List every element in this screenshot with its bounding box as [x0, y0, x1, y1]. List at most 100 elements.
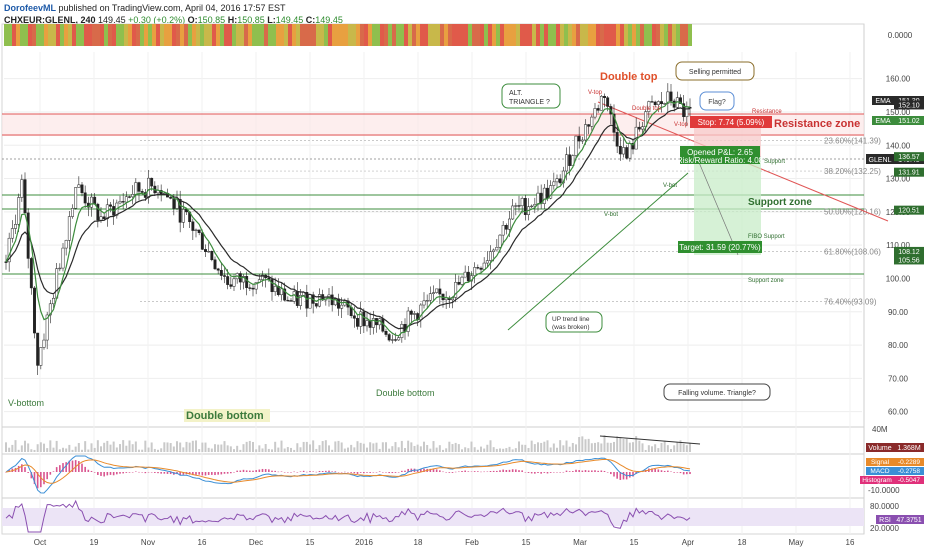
macd-histogram-bar — [97, 472, 99, 475]
strip-axis-label: 0.0000 — [888, 31, 913, 40]
candle-body — [485, 260, 489, 264]
rsi-line — [5, 499, 691, 533]
macd-histogram-bar — [17, 465, 20, 472]
fib-level-label: 50.00%(120.16) — [824, 207, 881, 216]
candle-body — [99, 216, 103, 221]
heat-strip-cell — [584, 24, 588, 46]
macd-histogram-bar — [432, 469, 435, 472]
candle-body — [422, 300, 426, 306]
heat-strip-cell — [300, 24, 304, 46]
volume-bar — [74, 446, 77, 452]
volume-bar — [11, 444, 14, 452]
heat-strip-cell — [656, 24, 660, 46]
volume-tag-label: Volume — [868, 445, 891, 452]
candle-body — [248, 287, 252, 289]
volume-bar — [305, 441, 308, 452]
macd-histogram-bar — [673, 472, 675, 473]
volume-bar — [112, 441, 115, 452]
candle-body — [286, 299, 290, 302]
volume-bar — [511, 449, 514, 452]
candle-body — [574, 135, 578, 156]
time-tick-label: Dec — [249, 538, 263, 547]
heat-strip-cell — [72, 24, 76, 46]
candle-body — [409, 310, 413, 315]
macd-histogram-bar — [511, 469, 514, 472]
heat-strip-cell — [568, 24, 572, 46]
macd-histogram-bar — [429, 468, 432, 472]
volume-bar — [400, 440, 403, 452]
heat-strip-cell — [60, 24, 64, 46]
symbol-label[interactable]: CHXEUR:GLENL, 240 — [4, 15, 96, 25]
candle-body — [131, 194, 135, 198]
heat-strip-cell — [284, 24, 288, 46]
macd-histogram-bar — [556, 472, 558, 473]
heat-strip-cell — [620, 24, 624, 46]
price-tag-box — [894, 152, 924, 162]
macd-histogram-bar — [36, 472, 39, 489]
volume-bar — [103, 442, 106, 452]
heat-strip-cell — [460, 24, 464, 46]
candle-body — [23, 179, 27, 214]
selling-permitted-callout: Selling permitted — [675, 61, 755, 81]
macd-histogram-bar — [515, 469, 517, 472]
candle-body — [660, 101, 663, 105]
volume-bar — [138, 449, 140, 452]
volume-bar — [195, 440, 197, 452]
volume-bar — [407, 440, 410, 452]
price-tick-label: 70.00 — [888, 374, 909, 383]
heat-strip-cell — [200, 24, 204, 46]
heat-strip-cell — [488, 24, 492, 46]
price-tag-value: 136.57 — [898, 154, 920, 161]
heat-strip-cell — [588, 24, 592, 46]
time-tick-label: 2016 — [355, 538, 373, 547]
macd-histogram-bar — [679, 472, 682, 474]
heat-strip-cell — [552, 24, 556, 46]
volume-bar — [461, 449, 463, 452]
macd-tag-value: -0.2758 — [898, 468, 920, 475]
volume-bar — [261, 448, 264, 452]
macd-histogram-bar — [689, 472, 691, 475]
volume-bar — [176, 441, 178, 452]
candle-body — [232, 278, 236, 287]
heat-strip-cell — [324, 24, 328, 46]
macd-histogram-bar — [128, 472, 131, 473]
time-tick-label: Apr — [682, 538, 695, 547]
volume-bar — [87, 449, 90, 452]
heat-strip-cell — [596, 24, 600, 46]
volume-bar — [670, 448, 672, 452]
heat-strip-cell — [264, 24, 268, 46]
price-tag-box — [894, 100, 924, 110]
open-value: 150.85 — [197, 15, 226, 25]
author-name[interactable]: DorofeevML — [4, 3, 57, 13]
macd-histogram-bar — [483, 471, 485, 473]
macd-histogram-bar — [467, 471, 470, 472]
volume-bar — [182, 447, 185, 452]
volume-bar — [68, 444, 71, 452]
candle-body — [666, 91, 670, 104]
heat-strip-cell — [180, 24, 184, 46]
volume-bar — [581, 436, 584, 452]
macd-histogram-bar — [568, 471, 571, 472]
alt-triangle-text-2: TRIANGLE ? — [509, 99, 550, 106]
support-zone-label: Support zone — [748, 197, 812, 208]
candle-body — [466, 271, 470, 282]
heat-strip-cell — [188, 24, 192, 46]
volume-bar — [27, 443, 30, 452]
heat-strip-cell — [540, 24, 544, 46]
macd-histogram-bar — [252, 470, 254, 472]
macd-histogram-bar — [239, 470, 242, 472]
heat-strip-cell — [64, 24, 68, 46]
macd-histogram-bar — [534, 472, 536, 474]
macd-histogram-bar — [375, 472, 378, 473]
macd-histogram-bar — [55, 467, 58, 472]
v-top-label-b: V-top — [674, 122, 689, 128]
macd-histogram-bar — [657, 469, 660, 472]
macd-histogram-bar — [138, 471, 140, 473]
volume-bar — [242, 444, 245, 452]
v-bottom-label: V-bottom — [8, 398, 44, 408]
volume-bar — [248, 440, 251, 452]
candle-body — [96, 203, 100, 221]
price-tag-box — [894, 205, 924, 215]
candle-body — [210, 251, 214, 261]
